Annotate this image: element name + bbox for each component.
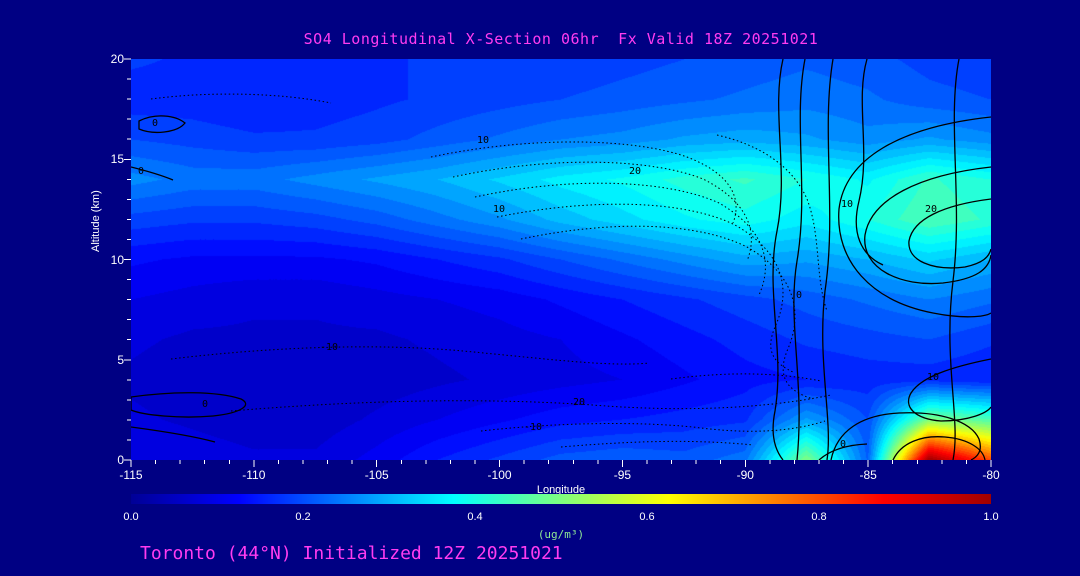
init-caption: Toronto (44°N) Initialized 12Z 20251021 bbox=[140, 543, 563, 564]
y-tick-label: 15 bbox=[110, 152, 124, 167]
contour-line-dotted bbox=[150, 93, 332, 104]
contour-label: 20 bbox=[925, 204, 937, 215]
y-tick-label: 20 bbox=[110, 52, 124, 66]
x-tick-label: -95 bbox=[613, 468, 632, 482]
colorbar-gradient bbox=[131, 494, 991, 504]
contour-label: 10 bbox=[477, 135, 489, 146]
contour-line-solid bbox=[131, 166, 174, 181]
colorbar-tick-label: 0.2 bbox=[295, 511, 311, 523]
contour-line-solid bbox=[908, 198, 991, 269]
contour-label: -10 bbox=[524, 422, 542, 433]
y-tick-label: 0 bbox=[117, 453, 124, 467]
contour-label: 0 bbox=[840, 439, 846, 450]
contour-label: 0 bbox=[796, 290, 802, 301]
contour-line-dotted bbox=[480, 420, 826, 432]
heatmap-canvas bbox=[131, 59, 991, 460]
x-tick-label: -115 bbox=[119, 468, 143, 482]
chart-title: SO4 Longitudinal X-Section 06hr Fx Valid… bbox=[303, 30, 819, 48]
contour-line-dotted bbox=[170, 346, 650, 365]
x-tick-label: -105 bbox=[364, 468, 389, 482]
contour-line-solid bbox=[772, 59, 784, 460]
contour-line-solid bbox=[131, 426, 216, 443]
x-tick-label: -80 bbox=[982, 468, 1000, 482]
colorbar-tick-label: 0.8 bbox=[811, 511, 827, 523]
contour-label: 10 bbox=[493, 204, 505, 215]
y-tick-label: 5 bbox=[117, 352, 124, 367]
colorbar-tick-label: 0.4 bbox=[467, 511, 483, 523]
contour-line-dotted bbox=[560, 440, 754, 448]
contour-label: 20 bbox=[629, 166, 641, 177]
contour-line-dotted bbox=[496, 203, 796, 374]
contour-line-solid bbox=[131, 392, 247, 418]
contour-line-dotted bbox=[452, 161, 752, 262]
contour-line-solid bbox=[138, 115, 186, 134]
colorbar-tick-label: 0.6 bbox=[639, 511, 655, 523]
x-axis-title: Longitude bbox=[536, 484, 586, 496]
contour-line-dotted bbox=[430, 141, 737, 224]
x-tick-label: -100 bbox=[487, 468, 512, 482]
contour-line-solid bbox=[822, 59, 834, 460]
contour-label: 0 bbox=[152, 118, 158, 129]
colorbar-tick-label: 1.0 bbox=[983, 511, 999, 523]
contour-line-solid bbox=[949, 59, 960, 460]
contour-label: -10 bbox=[320, 342, 338, 353]
contour-line-solid bbox=[892, 436, 986, 460]
contour-line-solid bbox=[908, 358, 991, 422]
contour-line-dotted bbox=[230, 394, 832, 412]
x-tick-label: -85 bbox=[859, 468, 877, 482]
contour-line-solid bbox=[818, 443, 868, 460]
contour-label: 10 bbox=[841, 199, 853, 210]
contour-overlay: 0 0 10 20 10 10 20 0 -10 0 20 -10 10 0 bbox=[131, 59, 991, 460]
contour-line-dotted bbox=[520, 225, 814, 400]
contour-line-solid bbox=[830, 412, 981, 460]
contour-line-solid bbox=[864, 166, 991, 285]
contour-label: 20 bbox=[573, 397, 585, 408]
contour-line-solid bbox=[838, 116, 991, 318]
contour-line-dotted bbox=[670, 373, 822, 382]
contour-label: 10 bbox=[927, 372, 939, 383]
contour-label: 0 bbox=[202, 399, 208, 410]
contour-line-dotted bbox=[474, 182, 766, 296]
x-tick-label: -90 bbox=[736, 468, 754, 482]
x-tick-label: -110 bbox=[242, 468, 266, 482]
plot-area: 0 0 10 20 10 10 20 0 -10 0 20 -10 10 0 bbox=[131, 59, 991, 460]
colorbar-tick-label: 0.0 bbox=[123, 511, 139, 523]
y-tick-label: 10 bbox=[110, 252, 124, 267]
colorbar-units: (ug/m³) bbox=[537, 528, 585, 541]
contour-line-solid bbox=[855, 59, 884, 266]
contour-label: 0 bbox=[138, 166, 144, 177]
contour-line-solid bbox=[793, 59, 806, 460]
